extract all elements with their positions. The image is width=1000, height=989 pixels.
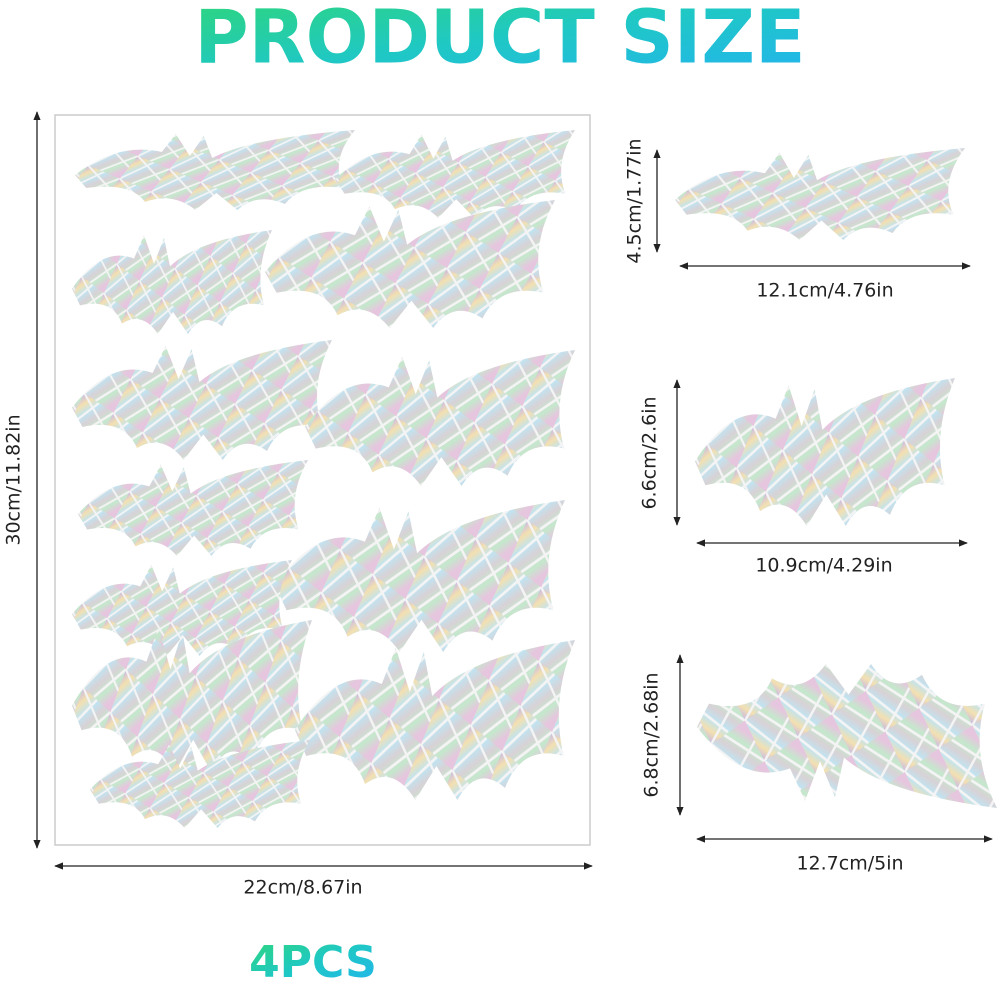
size-width: 12.7cm/5in: [796, 853, 903, 875]
sticker-sheet: [54, 114, 591, 846]
size-width: 12.1cm/4.76in: [756, 280, 893, 302]
title: PRODUCT SIZE: [194, 0, 805, 81]
size-3: 6.8cm/2.68in 12.7cm/5in: [641, 654, 997, 875]
size-2: 6.6cm/2.6in 10.9cm/4.29in: [639, 378, 968, 577]
size-width: 10.9cm/4.29in: [755, 555, 892, 577]
size-1: 4.5cm/1.77in 12.1cm/4.76in: [624, 138, 971, 302]
size-height: 4.5cm/1.77in: [624, 138, 646, 263]
size-height: 6.8cm/2.68in: [641, 672, 663, 797]
quantity: 4PCS: [249, 937, 377, 988]
sheet-width: 22cm/8.67in: [243, 877, 362, 899]
sheet-height: 30cm/11.82in: [3, 414, 25, 545]
size-height: 6.6cm/2.6in: [639, 396, 661, 509]
